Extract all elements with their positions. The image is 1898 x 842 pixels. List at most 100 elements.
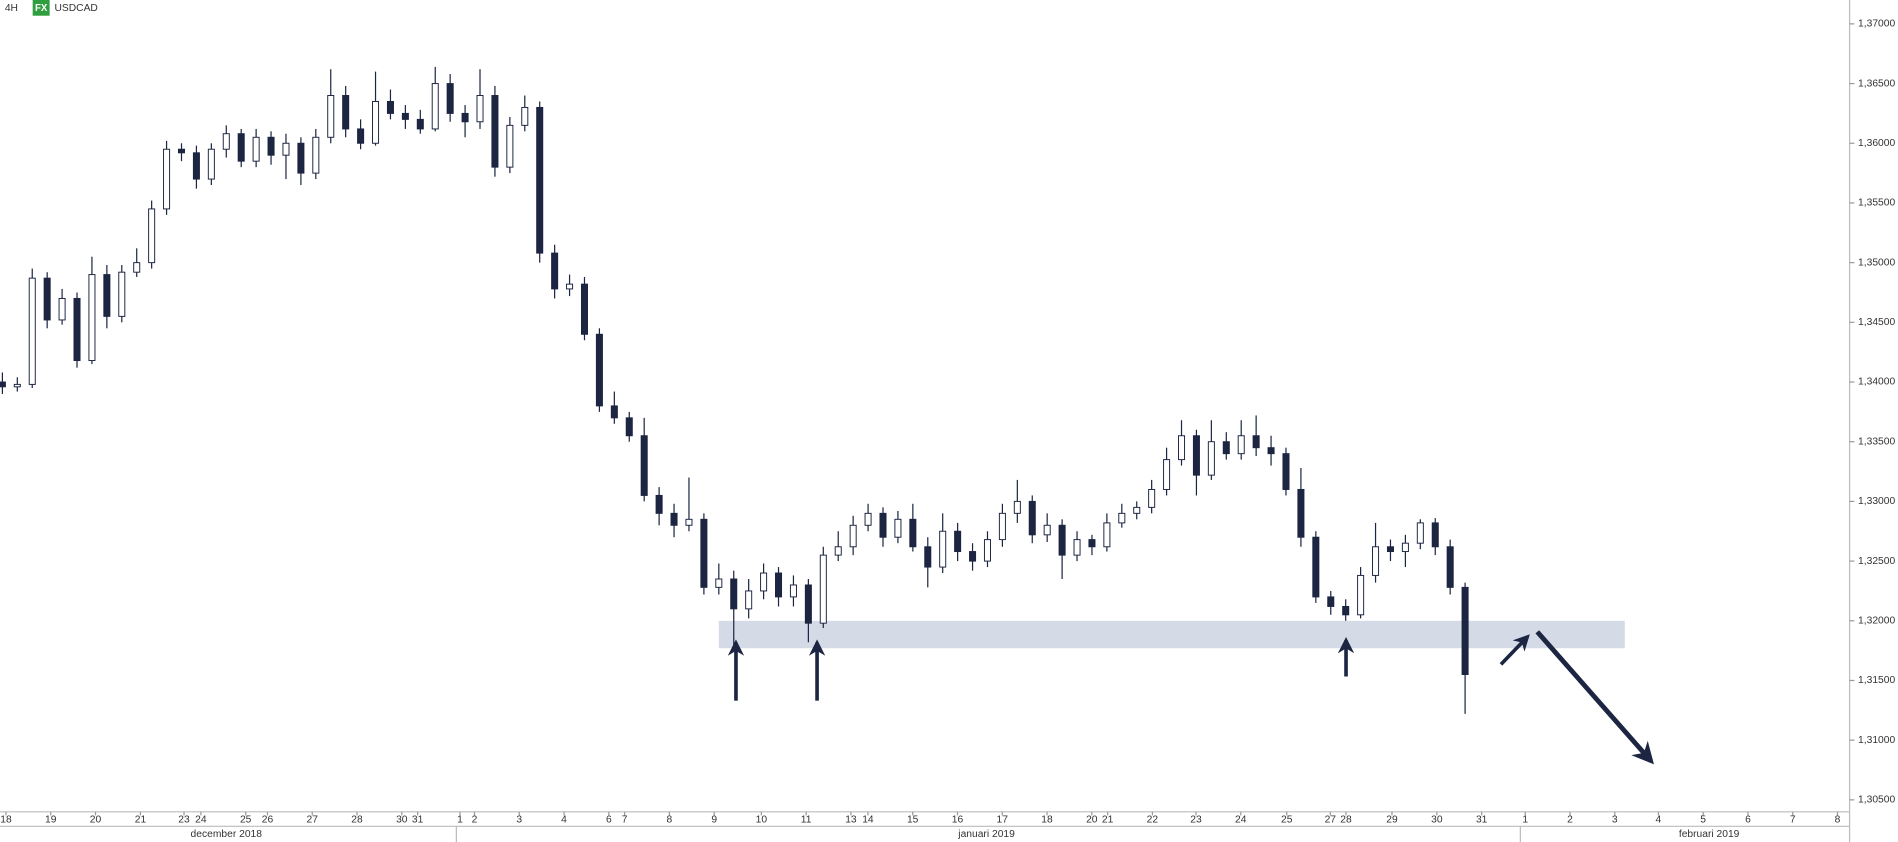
candle-body [1237, 435, 1245, 455]
candle-body [1386, 546, 1394, 553]
badge-text: FX [35, 3, 48, 14]
y-tick-label: 1,30500 [1858, 795, 1895, 806]
candle-body [1028, 500, 1036, 536]
x-tick-label: 6 [606, 814, 612, 825]
candle-body [461, 112, 469, 123]
candle-body [1192, 435, 1200, 476]
candle-body [222, 133, 230, 150]
candle-body [312, 136, 320, 174]
x-tick-label: 25 [1281, 814, 1293, 825]
x-tick-label: 1 [457, 814, 463, 825]
x-tick-label: 3 [516, 814, 522, 825]
x-tick-label: 4 [1656, 814, 1662, 825]
x-tick-label: 9 [711, 814, 717, 825]
y-tick-label: 1,36500 [1858, 78, 1895, 89]
candle-body [416, 118, 424, 130]
y-tick-label: 1,34500 [1858, 317, 1895, 328]
candle-body [700, 518, 708, 588]
candle-body [327, 95, 335, 138]
x-tick-label: 6 [1745, 814, 1751, 825]
y-tick-label: 1,33000 [1858, 496, 1895, 507]
candle-body [1446, 546, 1454, 588]
month-label: december 2018 [191, 829, 263, 840]
x-tick-label: 2 [1567, 814, 1573, 825]
x-tick-label: 21 [1102, 814, 1114, 825]
candle-body [1148, 488, 1156, 508]
candle-body [58, 297, 66, 321]
candle-body [715, 578, 723, 588]
candle-body [1043, 524, 1051, 536]
y-tick-label: 1,32500 [1858, 556, 1895, 567]
candle-body [536, 106, 544, 254]
y-tick-label: 1,31500 [1858, 675, 1895, 686]
candle-body [1073, 539, 1081, 556]
candle-body [730, 578, 738, 610]
x-tick-label: 28 [1340, 814, 1352, 825]
candle-body [640, 435, 648, 496]
timeframe: 4H [5, 3, 18, 14]
candle-body [476, 95, 484, 123]
x-tick-label: 3 [1612, 814, 1618, 825]
y-tick-label: 1,35500 [1858, 198, 1895, 209]
x-tick-label: 22 [1147, 814, 1159, 825]
month-label: februari 2019 [1679, 829, 1740, 840]
x-tick-label: 7 [622, 814, 628, 825]
candle-body [983, 539, 991, 562]
candle-body [118, 271, 126, 317]
candle-body [1178, 435, 1186, 461]
candle-body [73, 297, 81, 362]
candle-body [879, 512, 887, 538]
y-tick-label: 1,34000 [1858, 377, 1895, 388]
candle-body [43, 277, 51, 321]
candle-body [1357, 574, 1365, 616]
arrow [1499, 634, 1530, 666]
candle-body [431, 83, 439, 130]
x-tick-label: 23 [178, 814, 190, 825]
candle-body [13, 383, 21, 388]
candle-body [1267, 447, 1275, 455]
x-tick-label: 5 [1700, 814, 1706, 825]
candle-body [1163, 459, 1171, 490]
candle-body [1461, 586, 1469, 675]
candle-body [207, 148, 215, 180]
zone-layer [718, 620, 1625, 649]
x-tick-label: 1 [1522, 814, 1528, 825]
y-tick-label: 1,33500 [1858, 436, 1895, 447]
candle-body [775, 572, 783, 598]
candle-body [909, 518, 917, 548]
x-tick-label: 21 [135, 814, 147, 825]
candle-body [924, 546, 932, 568]
candle-body [566, 283, 574, 290]
candle-body [939, 530, 947, 568]
candle-body [954, 530, 962, 553]
candle-body [252, 136, 260, 162]
badge [32, 0, 50, 16]
x-tick-label: 10 [756, 814, 768, 825]
candle-body [28, 277, 36, 385]
candle-body [685, 518, 693, 526]
candle-body [1297, 488, 1305, 538]
candle-body [297, 142, 305, 174]
x-tick-label: 24 [1235, 814, 1247, 825]
x-tick-label: 18 [1041, 814, 1053, 825]
candle-body [969, 551, 977, 562]
x-tick-label: 30 [396, 814, 408, 825]
candle-body [491, 95, 499, 168]
candle-body [1327, 596, 1335, 607]
candle-body [267, 136, 275, 156]
candle-body [1207, 441, 1215, 476]
x-tick-label: 8 [1835, 814, 1841, 825]
arrow [1535, 630, 1654, 765]
y-tick-label: 1,31000 [1858, 735, 1895, 746]
candle-body [1342, 605, 1350, 616]
candle-body [1431, 522, 1439, 548]
x-tick-label: 7 [1790, 814, 1796, 825]
candle-body [237, 133, 245, 162]
candle-body [834, 546, 842, 556]
candle-body [192, 152, 200, 180]
candle-body [342, 95, 350, 130]
candle-body [88, 274, 96, 362]
x-tick-label: 19 [45, 814, 57, 825]
candle-body [849, 524, 857, 548]
